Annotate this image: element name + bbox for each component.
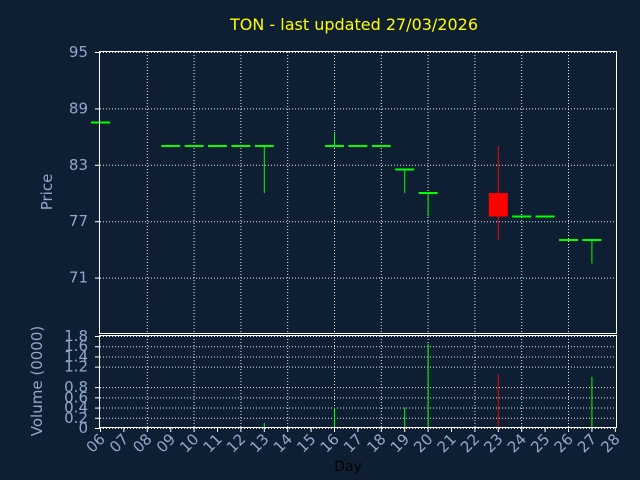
- x-tick-label: 26: [551, 430, 577, 456]
- price-tick-label: 77: [69, 212, 88, 230]
- x-axis-label: Day: [334, 459, 362, 475]
- candle: [371, 145, 391, 147]
- candle: [231, 145, 251, 147]
- candle: [488, 146, 508, 240]
- x-tick-label: 16: [317, 430, 343, 456]
- volume-panel: 1.81.61.41.2 0.80.60.40.20 Volume (0000): [28, 326, 617, 437]
- candle-body: [582, 239, 602, 241]
- volume-y-ticks: 1.81.61.41.2 0.80.60.40.20: [64, 327, 100, 437]
- candle: [161, 145, 181, 147]
- candle-body: [91, 121, 110, 124]
- candle: [512, 215, 532, 218]
- candle-body: [559, 239, 578, 241]
- x-tick-label: 20: [410, 430, 436, 456]
- candle-body: [161, 145, 181, 147]
- x-tick-label: 11: [200, 430, 226, 456]
- candle-body: [231, 145, 251, 147]
- x-tick-label: 12: [223, 430, 249, 456]
- x-axis-ticks: 0607080910111213141516171819202122232425…: [83, 428, 624, 456]
- candle-body: [325, 145, 344, 147]
- volume-tick-label: 0.2: [64, 409, 88, 427]
- x-tick-label: 14: [270, 430, 296, 456]
- candles: [91, 121, 602, 264]
- volume-tick-label: 0.4: [64, 399, 88, 417]
- x-tick-label: 09: [153, 430, 179, 456]
- price-panel: 95 89 83 77 71 Price: [38, 43, 617, 334]
- price-axis-label: Price: [38, 174, 56, 211]
- volume-grid: [100, 336, 616, 429]
- volume-tick-label: 0.6: [64, 388, 88, 406]
- x-tick-label: 13: [246, 430, 272, 456]
- x-tick-label: 23: [480, 430, 506, 456]
- chart-title: TON - last updated 27/03/2026: [229, 15, 478, 34]
- candle-body: [184, 145, 204, 147]
- candle: [254, 145, 274, 193]
- x-tick-label: 07: [106, 430, 132, 456]
- candle: [418, 192, 438, 217]
- price-tick-label: 89: [69, 99, 88, 117]
- price-y-ticks: 95 89 83 77 71: [69, 43, 100, 287]
- price-grid: [100, 52, 616, 334]
- candle-body: [395, 168, 415, 171]
- x-tick-label: 10: [176, 430, 202, 456]
- candle-body: [254, 145, 274, 147]
- volume-tick-label: 1.6: [64, 337, 88, 355]
- x-tick-label: 25: [527, 430, 553, 456]
- candle: [559, 239, 578, 241]
- candle-body: [208, 145, 227, 147]
- x-tick-label: 28: [597, 430, 623, 456]
- candle-body: [488, 193, 508, 217]
- volume-tick-label: 1.2: [64, 358, 88, 376]
- price-tick-label: 83: [69, 156, 88, 174]
- volume-frame: [99, 335, 617, 428]
- x-tick-label: 27: [574, 430, 600, 456]
- x-tick-label: 18: [363, 430, 389, 456]
- volume-tick-label: 1.8: [64, 327, 88, 345]
- x-tick-label: 21: [434, 430, 460, 456]
- volume-tick-label: 1.4: [64, 347, 88, 365]
- volume-tick-label: 0.8: [64, 378, 88, 396]
- volume-tick-label: 0: [78, 419, 88, 437]
- candle-body: [371, 145, 391, 147]
- candle: [208, 145, 227, 147]
- x-tick-label: 08: [129, 430, 155, 456]
- volume-axis-label: Volume (0000): [28, 326, 46, 436]
- candle-body: [512, 215, 532, 218]
- x-tick-label: 17: [340, 430, 366, 456]
- candle: [325, 131, 344, 147]
- candle: [535, 215, 555, 218]
- candle-body: [535, 215, 555, 218]
- x-tick-label: 22: [457, 430, 483, 456]
- candle: [395, 168, 415, 193]
- price-tick-label: 71: [69, 269, 88, 287]
- price-tick-label: 95: [69, 43, 88, 61]
- candle: [348, 145, 368, 147]
- volume-bars: [263, 343, 593, 428]
- x-tick-label: 19: [387, 430, 413, 456]
- candle-body: [348, 145, 368, 147]
- price-frame: [99, 51, 617, 334]
- candle: [91, 121, 110, 124]
- candle: [582, 239, 602, 264]
- candle: [184, 145, 204, 147]
- x-tick-label: 15: [293, 430, 319, 456]
- candle-body: [418, 192, 438, 194]
- x-tick-label: 24: [504, 430, 530, 456]
